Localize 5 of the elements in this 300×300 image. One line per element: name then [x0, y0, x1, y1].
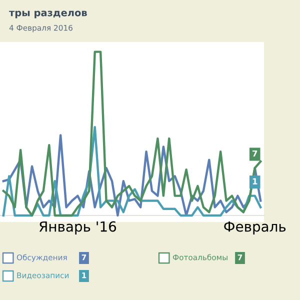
annotation: 7 — [252, 150, 258, 157]
x-tick-label: Январь '16 — [39, 221, 116, 234]
x-tick-label: Февраль — [224, 221, 286, 234]
annotation: 1 — [252, 178, 258, 184]
chart-title: тры разделов — [9, 10, 87, 18]
